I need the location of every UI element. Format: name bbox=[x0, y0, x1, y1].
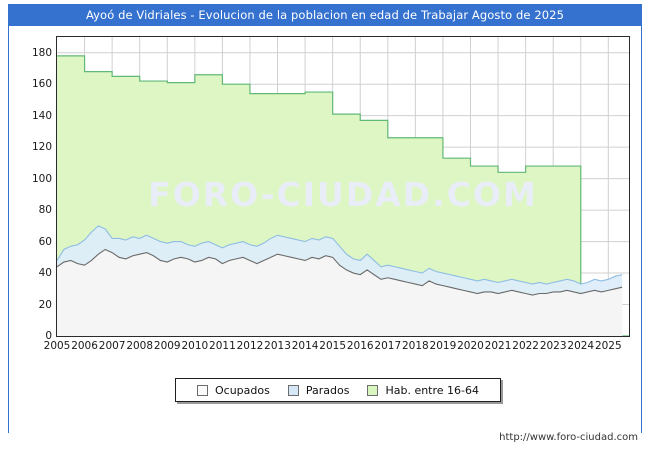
y-axis: 0 20 40 60 80 100 120 140 160 180 bbox=[0, 0, 52, 450]
x-axis-tick-label: 2007 bbox=[98, 340, 126, 352]
legend-swatch-parados bbox=[287, 384, 299, 396]
footer-url: http://www.foro-ciudad.com bbox=[499, 432, 638, 443]
x-axis-tick-label: 2020 bbox=[457, 340, 484, 352]
plot-area bbox=[56, 36, 630, 337]
legend-item-parados[interactable]: Parados bbox=[287, 383, 350, 397]
chart-canvas bbox=[57, 37, 629, 336]
y-axis-tick-label: 160 bbox=[31, 78, 52, 91]
y-axis-tick-label: 40 bbox=[38, 267, 52, 280]
legend-label-ocupados: Ocupados bbox=[215, 383, 270, 397]
y-axis-tick-label: 180 bbox=[31, 46, 52, 59]
x-axis-tick-label: 2011 bbox=[209, 340, 236, 352]
x-axis-tick-label: 2014 bbox=[291, 340, 319, 352]
window-frame-right bbox=[641, 26, 642, 433]
x-axis-tick-label: 2010 bbox=[181, 340, 209, 352]
x-axis: 2005 2006 2007 2008 2009 2010 2011 2012 2013 2014… bbox=[0, 340, 650, 358]
y-axis-tick-label: 60 bbox=[38, 235, 52, 248]
legend-item-hab-16-64[interactable]: Hab. entre 16-64 bbox=[367, 384, 479, 397]
y-axis-tick-label: 100 bbox=[31, 172, 52, 185]
x-axis-tick-label: 2015 bbox=[319, 340, 347, 352]
page-title: Ayoó de Vidriales - Evolucion de la pobl… bbox=[85, 8, 565, 22]
chart-legend: Ocupados Parados Hab. entre 16-64 bbox=[175, 378, 502, 402]
legend-item-ocupados[interactable]: Ocupados bbox=[197, 384, 270, 397]
y-axis-tick-label: 140 bbox=[31, 109, 52, 122]
x-axis-tick-label: 2016 bbox=[346, 340, 374, 352]
x-axis-tick-label: 2009 bbox=[153, 340, 181, 352]
window-frame-left bbox=[8, 26, 9, 433]
x-axis-tick-label: 2025 bbox=[594, 340, 622, 352]
x-axis-tick-label: 2022 bbox=[512, 340, 539, 352]
x-axis-tick-label: 2008 bbox=[126, 340, 154, 352]
y-axis-tick-label: 80 bbox=[38, 204, 52, 217]
window-title-bar: Ayoó de Vidriales - Evolucion de la pobl… bbox=[8, 4, 642, 26]
x-axis-tick-label: 2018 bbox=[401, 340, 429, 352]
x-axis-tick-label: 2006 bbox=[71, 340, 98, 352]
x-axis-tick-label: 2019 bbox=[429, 340, 457, 352]
y-axis-tick-label: 20 bbox=[38, 298, 52, 311]
y-axis-tick-label: 0 bbox=[45, 330, 52, 342]
legend-swatch-ocupados bbox=[197, 384, 208, 396]
x-axis-tick-label: 2013 bbox=[264, 340, 291, 352]
x-axis-tick-label: 2021 bbox=[484, 340, 512, 352]
x-axis-tick-label: 2005 bbox=[43, 340, 71, 352]
legend-label-hab-16-64: Hab. entre 16-64 bbox=[385, 383, 480, 397]
legend-swatch-hab-16-64 bbox=[367, 384, 379, 396]
legend-label-parados: Parados bbox=[305, 383, 350, 397]
y-axis-tick-label: 120 bbox=[31, 141, 52, 154]
x-axis-tick-label: 2024 bbox=[567, 340, 595, 352]
x-axis-tick-label: 2017 bbox=[374, 340, 402, 352]
x-axis-tick-label: 2023 bbox=[539, 340, 567, 352]
x-axis-tick-label: 2012 bbox=[236, 340, 264, 352]
